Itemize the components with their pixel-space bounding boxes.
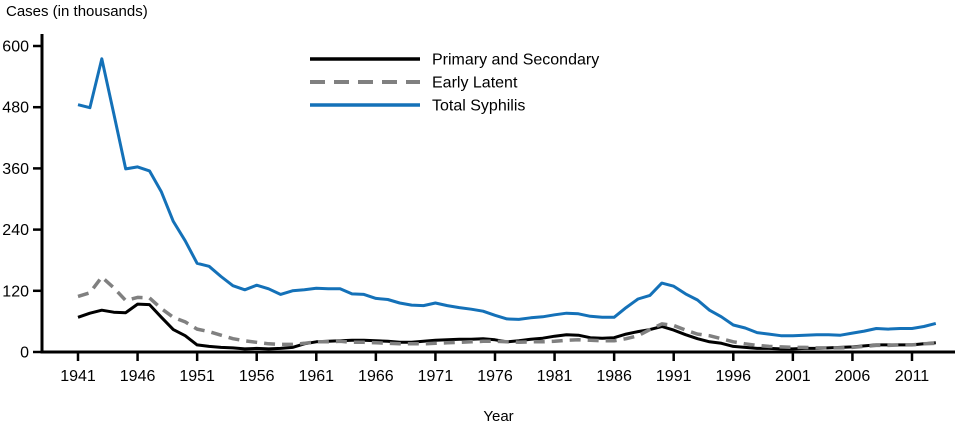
y-tick-label: 240 — [2, 222, 29, 239]
legend-entry-total-syphilis: Total Syphilis — [310, 98, 525, 115]
x-tick-label: 1966 — [358, 368, 394, 385]
x-tick-label: 1976 — [477, 368, 513, 385]
legend-entry-primary-and-secondary: Primary and Secondary — [310, 52, 599, 69]
x-tick-label: 1996 — [715, 368, 751, 385]
x-tick-label: 2011 — [895, 368, 930, 385]
legend-label-primary-and-secondary: Primary and Secondary — [432, 52, 599, 69]
y-axis-title: Cases (in thousands) — [6, 3, 148, 20]
legend-entry-early-latent: Early Latent — [310, 75, 518, 92]
series-line-total-syphilis — [77, 57, 937, 338]
x-tick-label: 1946 — [120, 368, 156, 385]
x-tick-label: 1941 — [60, 368, 96, 385]
y-tick-label: 0 — [20, 345, 29, 362]
x-tick-label: 1971 — [418, 368, 454, 385]
legend-label-early-latent: Early Latent — [432, 75, 518, 92]
x-tick-label: 1951 — [179, 368, 215, 385]
x-axis-title: Year — [483, 408, 514, 425]
x-tick-label: 1961 — [298, 368, 334, 385]
x-tick-label: 1956 — [239, 368, 275, 385]
x-tick-label: 2006 — [835, 368, 871, 385]
x-tick-label: 1981 — [537, 368, 573, 385]
series-line-early-latent — [77, 275, 936, 350]
legend-label-total-syphilis: Total Syphilis — [432, 98, 525, 115]
y-tick-label: 480 — [2, 100, 29, 117]
x-tick-label: 1991 — [656, 368, 692, 385]
x-tick-label: 2001 — [775, 368, 811, 385]
y-tick-label: 600 — [2, 39, 29, 56]
y-tick-label: 120 — [2, 283, 29, 300]
y-tick-label: 360 — [2, 161, 29, 178]
x-tick-label: 1986 — [596, 368, 632, 385]
